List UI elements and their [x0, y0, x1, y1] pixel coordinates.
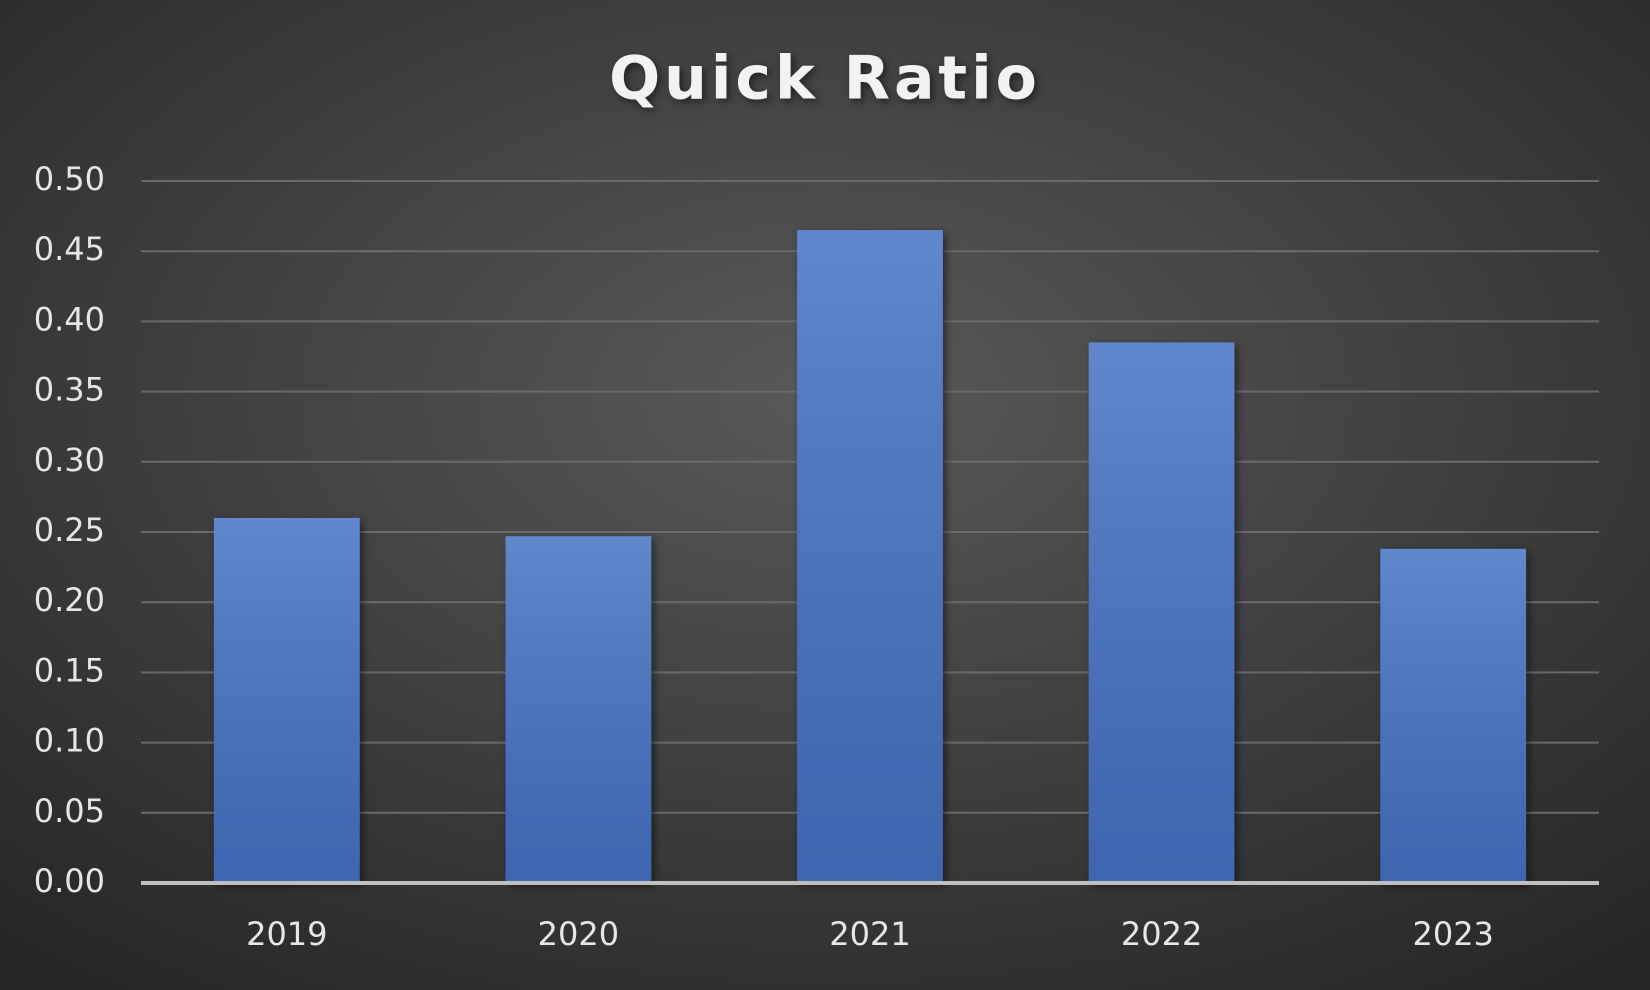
chart-title: Quick Ratio: [609, 44, 1041, 114]
x-tick-label: 2022: [1121, 915, 1202, 953]
y-tick-label: 0.40: [34, 300, 105, 338]
x-tick-label: 2021: [829, 915, 910, 953]
bar-shade: [1380, 548, 1527, 883]
x-tick-label: 2023: [1412, 915, 1493, 953]
y-tick-label: 0.35: [34, 371, 105, 409]
y-tick-label: 0.20: [34, 581, 105, 619]
bar-shade: [797, 230, 943, 883]
y-tick-label: 0.05: [34, 792, 105, 830]
y-tick-label: 0.25: [34, 511, 105, 549]
bar-shade: [505, 536, 652, 883]
x-tick-label: 2020: [538, 915, 619, 953]
y-tick-label: 0.15: [34, 651, 105, 689]
y-tick-label: 0.00: [34, 862, 105, 900]
y-tick-label: 0.10: [34, 722, 105, 760]
bar-shade: [213, 517, 360, 883]
bar-shade: [1088, 342, 1235, 884]
y-tick-label: 0.30: [34, 441, 105, 479]
y-tick-label: 0.45: [34, 230, 105, 268]
y-tick-label: 0.50: [34, 160, 105, 198]
x-tick-label: 2019: [246, 915, 327, 953]
